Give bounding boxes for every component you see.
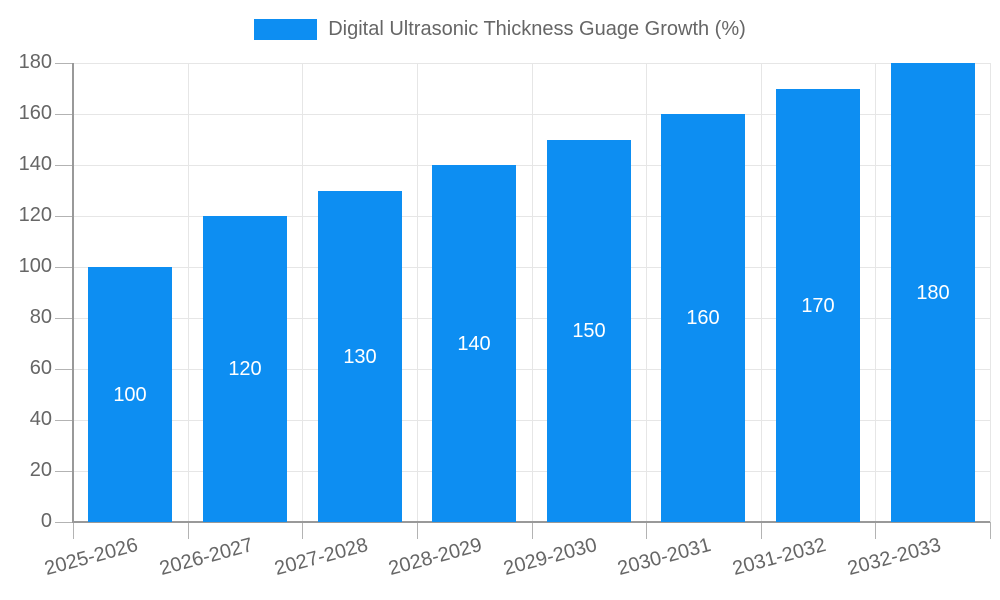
x-axis-label-2025-2026: 2025-2026 xyxy=(42,534,141,581)
bar-value-label: 140 xyxy=(457,333,491,355)
bar-value-label: 150 xyxy=(572,320,606,342)
x-axis-tick xyxy=(875,522,876,539)
x-axis-label-2026-2027: 2026-2027 xyxy=(157,534,256,581)
y-axis-tick xyxy=(55,420,73,421)
bar-value-label: 100 xyxy=(113,384,147,406)
x-axis-label-2031-2032: 2031-2032 xyxy=(730,534,829,581)
x-axis-tick xyxy=(73,522,74,539)
gridline-horizontal xyxy=(73,369,990,370)
gridline-horizontal xyxy=(73,471,990,472)
y-axis-label: 140 xyxy=(18,153,52,175)
legend-swatch xyxy=(254,18,318,40)
y-axis-tick xyxy=(55,471,73,472)
x-axis-tick xyxy=(990,522,991,539)
gridline-horizontal xyxy=(73,420,990,421)
bar-2032-2033[interactable]: 180 xyxy=(891,63,975,522)
bar-2025-2026[interactable]: 100 xyxy=(88,267,172,522)
y-axis-tick xyxy=(55,63,73,64)
y-axis-tick xyxy=(55,318,73,319)
y-axis-label: 100 xyxy=(18,255,52,277)
bar-value-label: 180 xyxy=(916,282,950,304)
x-axis-line xyxy=(72,521,990,523)
y-axis-line xyxy=(72,63,74,522)
gridline-horizontal xyxy=(73,114,990,115)
x-axis-tick xyxy=(761,522,762,539)
bar-value-label: 160 xyxy=(686,307,720,329)
gridline-vertical xyxy=(990,63,991,522)
chart-legend[interactable]: Digital Ultrasonic Thickness Guage Growt… xyxy=(0,17,1000,41)
y-axis-label: 160 xyxy=(18,102,52,124)
x-axis-label-2030-2031: 2030-2031 xyxy=(615,534,714,581)
bar-value-label: 130 xyxy=(343,346,377,368)
y-axis-label: 80 xyxy=(29,306,52,328)
gridline-horizontal xyxy=(73,318,990,319)
gridline-vertical xyxy=(188,63,189,522)
bar-2026-2027[interactable]: 120 xyxy=(203,216,287,522)
gridline-horizontal xyxy=(73,216,990,217)
y-axis-tick xyxy=(55,165,73,166)
y-axis-tick xyxy=(55,267,73,268)
y-axis-label: 180 xyxy=(18,51,52,73)
x-axis-tick xyxy=(646,522,647,539)
bar-2030-2031[interactable]: 160 xyxy=(661,114,745,522)
gridline-vertical xyxy=(302,63,303,522)
x-axis-tick xyxy=(302,522,303,539)
x-axis-label-2028-2029: 2028-2029 xyxy=(386,534,485,581)
y-axis-tick xyxy=(55,114,73,115)
x-axis-tick xyxy=(188,522,189,539)
x-axis-tick xyxy=(532,522,533,539)
bar-2031-2032[interactable]: 170 xyxy=(776,89,860,522)
x-axis-label-2032-2033: 2032-2033 xyxy=(845,534,944,581)
gridline-vertical xyxy=(761,63,762,522)
x-axis-label-2027-2028: 2027-2028 xyxy=(272,534,371,581)
gridline-horizontal xyxy=(73,165,990,166)
x-axis-tick xyxy=(417,522,418,539)
y-axis-label: 120 xyxy=(18,204,52,226)
gridline-horizontal xyxy=(73,267,990,268)
bar-value-label: 120 xyxy=(228,358,262,380)
y-axis-label: 20 xyxy=(29,459,52,481)
y-axis-label: 40 xyxy=(29,408,52,430)
y-axis-tick xyxy=(55,522,73,523)
y-axis-label: 0 xyxy=(40,510,52,532)
y-axis-tick xyxy=(55,216,73,217)
gridline-vertical xyxy=(646,63,647,522)
gridline-horizontal xyxy=(73,63,990,64)
legend-label: Digital Ultrasonic Thickness Guage Growt… xyxy=(328,17,746,40)
x-axis-label-2029-2030: 2029-2030 xyxy=(501,534,600,581)
gridline-vertical xyxy=(875,63,876,522)
bar-2029-2030[interactable]: 150 xyxy=(547,140,631,522)
gridline-vertical xyxy=(532,63,533,522)
gridline-vertical xyxy=(417,63,418,522)
y-axis-label: 60 xyxy=(29,357,52,379)
bar-value-label: 170 xyxy=(801,295,835,317)
bar-2028-2029[interactable]: 140 xyxy=(432,165,516,522)
y-axis-tick xyxy=(55,369,73,370)
bar-2027-2028[interactable]: 130 xyxy=(318,191,402,522)
